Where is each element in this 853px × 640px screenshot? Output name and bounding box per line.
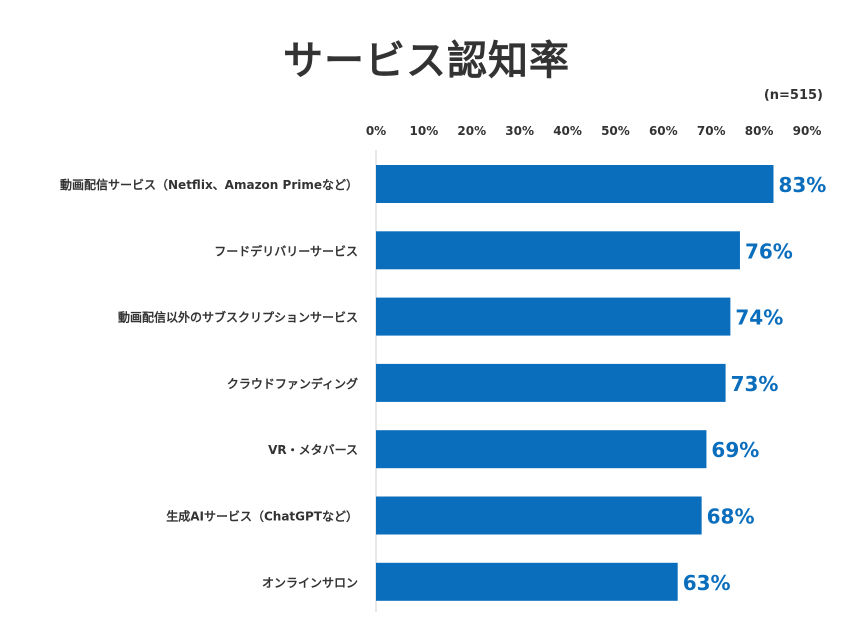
data-label: 76% (745, 239, 793, 263)
x-tick-label: 50% (601, 124, 630, 138)
x-tick-label: 70% (697, 124, 726, 138)
data-label: 69% (711, 438, 759, 462)
category-label: フードデリバリーサービス (214, 243, 358, 258)
bar (376, 430, 707, 469)
bar (376, 231, 740, 270)
sample-size-note: (n=515) (763, 88, 823, 103)
data-label: 68% (707, 505, 755, 529)
category-label: クラウドファンディング (227, 376, 358, 391)
category-label: 動画配信サービス（Netflix、Amazon Primeなど） (60, 177, 358, 192)
data-label: 63% (683, 571, 731, 595)
bar (376, 165, 774, 203)
x-tick-label: 30% (505, 124, 534, 138)
chart-title: サービス認知率 (283, 38, 570, 84)
x-tick-label: 20% (457, 124, 486, 138)
x-tick-label: 0% (366, 124, 386, 138)
bar (376, 297, 731, 336)
category-label: オンラインサロン (262, 576, 358, 590)
category-label: 動画配信以外のサブスクリプションサービス (118, 310, 358, 325)
x-tick-label: 40% (553, 124, 582, 138)
category-label: VR・メタバース (268, 443, 358, 457)
bar (376, 363, 726, 402)
x-tick-label: 80% (745, 124, 774, 138)
data-label: 74% (735, 306, 783, 330)
x-tick-label: 60% (649, 124, 678, 138)
data-label: 83% (778, 173, 826, 197)
category-label: 生成AIサービス（ChatGPTなど） (166, 509, 358, 524)
x-tick-label: 90% (793, 124, 822, 138)
x-tick-label: 10% (410, 124, 439, 138)
data-label: 73% (731, 372, 779, 396)
bar (376, 562, 678, 601)
bar (376, 496, 702, 535)
